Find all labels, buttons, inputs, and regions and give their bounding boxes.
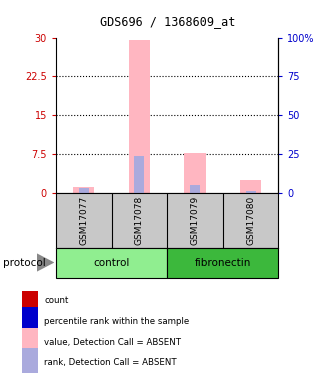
Bar — [22, 307, 38, 336]
Text: GSM17077: GSM17077 — [79, 196, 88, 245]
Bar — [73, 187, 94, 193]
Bar — [245, 191, 256, 193]
Text: GSM17078: GSM17078 — [135, 196, 144, 245]
Bar — [240, 180, 261, 193]
Text: value, Detection Call = ABSENT: value, Detection Call = ABSENT — [44, 338, 181, 346]
Polygon shape — [37, 254, 54, 272]
Bar — [22, 348, 38, 375]
Text: percentile rank within the sample: percentile rank within the sample — [44, 317, 189, 326]
Text: protocol: protocol — [3, 258, 46, 267]
Text: fibronectin: fibronectin — [195, 258, 251, 267]
Bar — [190, 185, 200, 193]
Text: rank, Detection Call = ABSENT: rank, Detection Call = ABSENT — [44, 358, 177, 368]
Bar — [22, 286, 38, 315]
Bar — [22, 328, 38, 357]
Text: count: count — [44, 296, 69, 305]
Text: control: control — [93, 258, 130, 267]
Bar — [167, 248, 278, 278]
Text: GSM17080: GSM17080 — [246, 196, 255, 245]
Bar — [56, 248, 167, 278]
Bar — [79, 189, 89, 193]
Bar — [129, 40, 150, 193]
Text: GDS696 / 1368609_at: GDS696 / 1368609_at — [100, 15, 236, 28]
Bar — [184, 153, 205, 193]
Bar — [134, 156, 144, 193]
Text: GSM17079: GSM17079 — [190, 196, 199, 245]
